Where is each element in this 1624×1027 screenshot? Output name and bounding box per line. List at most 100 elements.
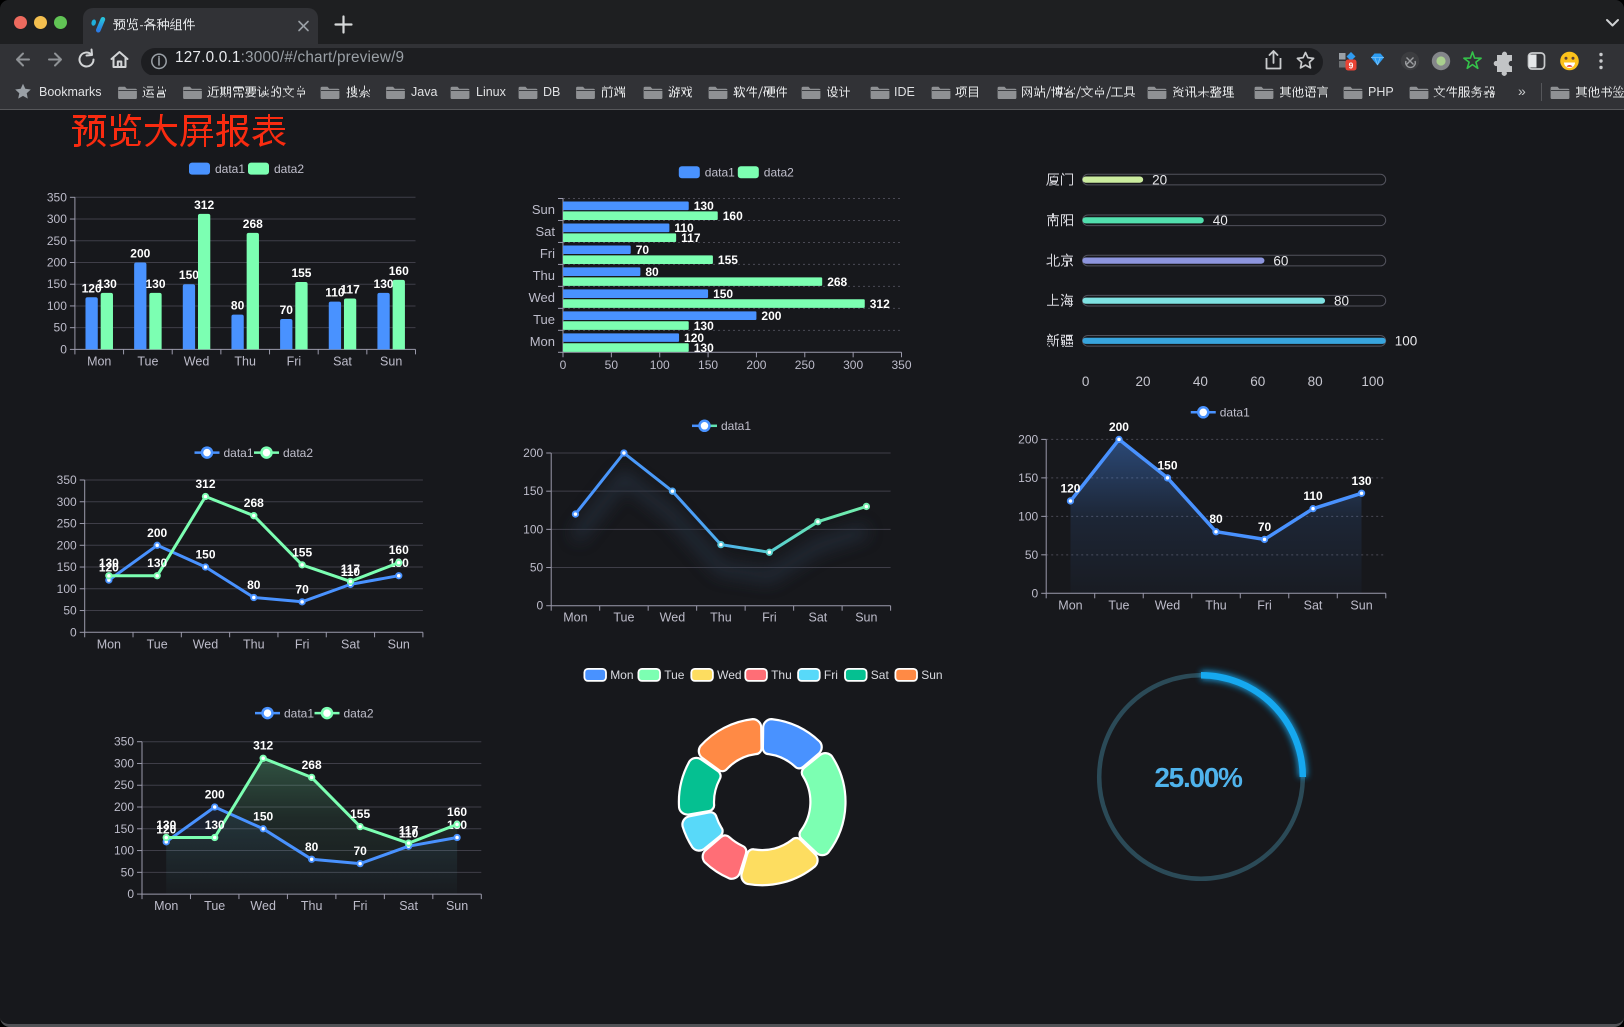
svg-text:data1: data1: [1220, 406, 1250, 420]
svg-text:50: 50: [121, 865, 135, 879]
svg-text:70: 70: [353, 844, 367, 858]
svg-text:100: 100: [47, 299, 67, 313]
svg-text:Fri: Fri: [1257, 598, 1272, 612]
svg-text:Tue: Tue: [533, 312, 555, 327]
svg-text:150: 150: [57, 560, 77, 574]
svg-text:300: 300: [57, 495, 77, 509]
svg-text:350: 350: [47, 190, 67, 204]
svg-text:130: 130: [156, 818, 176, 832]
svg-text:Wed: Wed: [529, 290, 556, 305]
svg-text:150: 150: [253, 809, 273, 823]
svg-text:130: 130: [99, 556, 119, 570]
svg-text:155: 155: [291, 266, 311, 280]
svg-text:40: 40: [1193, 374, 1208, 389]
svg-text:data2: data2: [283, 446, 313, 460]
svg-text:Thu: Thu: [234, 354, 256, 368]
svg-text:50: 50: [63, 604, 77, 618]
svg-text:20: 20: [1152, 172, 1167, 187]
svg-text:268: 268: [244, 496, 264, 510]
svg-text:40: 40: [1213, 213, 1228, 228]
svg-text:25.00%: 25.00%: [1154, 762, 1243, 793]
svg-text:Thu: Thu: [710, 611, 732, 625]
svg-text:150: 150: [1157, 458, 1177, 472]
svg-text:Thu: Thu: [533, 268, 555, 283]
svg-text:250: 250: [795, 358, 815, 372]
svg-text:Tue: Tue: [137, 354, 158, 368]
svg-text:60: 60: [1250, 374, 1265, 389]
svg-text:Thu: Thu: [1205, 598, 1227, 612]
svg-text:Mon: Mon: [154, 899, 178, 913]
svg-text:Sat: Sat: [341, 637, 360, 651]
svg-text:312: 312: [870, 297, 890, 311]
svg-text:Sat: Sat: [333, 354, 352, 368]
svg-text:Mon: Mon: [530, 334, 555, 349]
svg-text:50: 50: [1025, 548, 1039, 562]
svg-text:Sun: Sun: [1350, 598, 1372, 612]
svg-text:0: 0: [560, 358, 567, 372]
svg-text:300: 300: [114, 756, 134, 770]
svg-text:110: 110: [674, 221, 694, 235]
svg-text:200: 200: [523, 446, 543, 460]
svg-text:Tue: Tue: [613, 611, 634, 625]
svg-text:155: 155: [718, 253, 738, 267]
svg-text:Sat: Sat: [1304, 598, 1323, 612]
svg-text:300: 300: [843, 358, 863, 372]
svg-text:Fri: Fri: [295, 637, 310, 651]
svg-text:50: 50: [54, 321, 68, 335]
svg-text:Wed: Wed: [660, 611, 686, 625]
svg-text:0: 0: [1032, 586, 1039, 600]
svg-text:250: 250: [57, 517, 77, 531]
svg-text:120: 120: [684, 331, 704, 345]
svg-text:70: 70: [280, 303, 294, 317]
svg-text:20: 20: [1135, 374, 1150, 389]
svg-text:120: 120: [99, 561, 119, 575]
svg-text:150: 150: [523, 484, 543, 498]
svg-text:130: 130: [147, 556, 167, 570]
svg-text:150: 150: [47, 277, 67, 291]
svg-text:70: 70: [1258, 520, 1272, 534]
svg-text:200: 200: [147, 526, 167, 540]
svg-text:117: 117: [341, 562, 361, 576]
svg-text:150: 150: [698, 358, 718, 372]
svg-text:150: 150: [195, 548, 215, 562]
svg-text:150: 150: [1018, 471, 1038, 485]
svg-text:150: 150: [713, 287, 733, 301]
svg-text:data1: data1: [721, 419, 751, 433]
svg-text:70: 70: [295, 582, 309, 596]
svg-text:155: 155: [292, 545, 312, 559]
svg-text:data1: data1: [705, 166, 735, 180]
svg-text:350: 350: [57, 473, 77, 487]
svg-text:Fri: Fri: [540, 246, 555, 261]
svg-text:80: 80: [231, 299, 245, 313]
svg-text:200: 200: [1018, 432, 1038, 446]
svg-text:200: 200: [47, 255, 67, 269]
svg-text:Sun: Sun: [532, 202, 555, 217]
svg-text:80: 80: [305, 840, 319, 854]
svg-text:data1: data1: [215, 162, 245, 176]
svg-text:160: 160: [389, 543, 409, 557]
svg-text:80: 80: [247, 578, 261, 592]
svg-text:268: 268: [243, 217, 263, 231]
svg-text:150: 150: [114, 822, 134, 836]
svg-text:Wed: Wed: [250, 899, 276, 913]
svg-text:data2: data2: [764, 166, 794, 180]
svg-text:100: 100: [1361, 374, 1384, 389]
svg-text:Fri: Fri: [287, 354, 302, 368]
svg-text:200: 200: [761, 309, 781, 323]
svg-text:80: 80: [645, 265, 659, 279]
svg-text:Tue: Tue: [147, 637, 168, 651]
svg-text:60: 60: [1273, 253, 1288, 268]
svg-text:200: 200: [57, 538, 77, 552]
svg-text:130: 130: [694, 199, 714, 213]
svg-text:130: 130: [694, 319, 714, 333]
svg-text:117: 117: [340, 283, 360, 297]
svg-text:Sun: Sun: [388, 637, 410, 651]
svg-text:70: 70: [636, 243, 650, 257]
svg-text:0: 0: [70, 625, 77, 639]
svg-text:Thu: Thu: [243, 637, 265, 651]
svg-text:Fri: Fri: [824, 668, 838, 682]
svg-text:Sun: Sun: [855, 611, 877, 625]
svg-text:Wed: Wed: [717, 668, 741, 682]
svg-text:Thu: Thu: [301, 899, 323, 913]
svg-text:130: 130: [374, 277, 394, 291]
